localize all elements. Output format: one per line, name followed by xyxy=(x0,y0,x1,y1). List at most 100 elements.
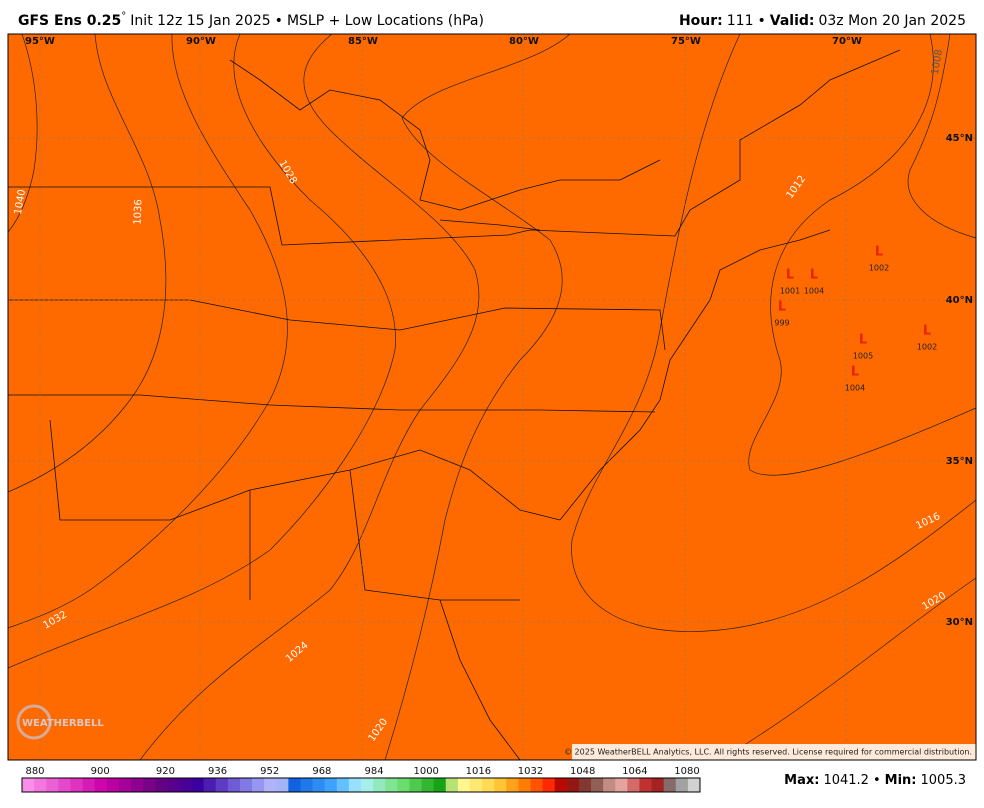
colorbar-tick-label: 920 xyxy=(156,766,175,777)
colorbar-tick-label: 900 xyxy=(91,766,110,777)
colorbar-swatch xyxy=(482,778,495,792)
degree: ° xyxy=(121,11,126,22)
contour-label: 1040 xyxy=(13,189,28,216)
max-label: Max: xyxy=(784,773,819,788)
colorbar-swatch xyxy=(445,778,459,792)
logo: WEATHERBELL xyxy=(22,718,104,729)
colorbar-swatch xyxy=(239,778,253,792)
separator: • xyxy=(873,773,881,788)
low-pressure: 999 xyxy=(774,319,789,328)
colorbar-swatch xyxy=(179,778,192,792)
colorbar-swatch xyxy=(603,778,616,792)
longitude-label: 85°W xyxy=(348,36,378,47)
min: 1005.3 xyxy=(921,773,967,788)
colorbar-tick-label: 1064 xyxy=(622,766,647,777)
colorbar-tick-label: 1016 xyxy=(466,766,491,777)
header: GFS Ens 0.25° Init 12z 15 Jan 2025 • MSLP +… xyxy=(18,11,966,29)
colorbar-swatch xyxy=(167,778,180,792)
field-1032-1036 xyxy=(8,34,288,629)
colorbar-swatch xyxy=(203,778,217,792)
lake-shore xyxy=(229,59,661,231)
longitude-label: 75°W xyxy=(671,36,701,47)
colorbar-swatch xyxy=(118,778,132,792)
colorbar-swatch xyxy=(82,778,96,792)
colorbar-swatch xyxy=(615,778,628,792)
contour-label: 1036 xyxy=(133,199,145,225)
colorbar-swatch xyxy=(143,778,156,792)
colorbar-swatch xyxy=(252,778,265,792)
separator: • xyxy=(757,13,765,29)
field-1008-1012 xyxy=(748,34,976,476)
border xyxy=(8,49,901,246)
borders xyxy=(8,49,901,760)
product: MSLP + Low Locations (hPa) xyxy=(287,13,484,29)
hour-label: Hour: xyxy=(679,13,723,29)
header-left: GFS Ens 0.25° Init 12z 15 Jan 2025 • MSLP +… xyxy=(18,11,484,29)
coastline xyxy=(439,229,831,760)
field-1012-1016 xyxy=(571,34,976,632)
valid: 03z Mon 20 Jan 2025 xyxy=(818,13,966,29)
colorbar: 880 900 920 936 952 968 984 1000 1016 1032 1048 106… xyxy=(21,766,701,793)
colorbar-swatch xyxy=(336,778,350,792)
colorbar-swatch xyxy=(469,778,483,792)
low-pressure: 1005 xyxy=(853,352,873,361)
field-1028-1032 xyxy=(8,34,396,669)
longitude-label: 70°W xyxy=(832,36,862,47)
colorbar-swatch xyxy=(494,778,507,792)
colorbar-swatch xyxy=(518,778,531,792)
longitude-label: 95°W xyxy=(25,36,55,47)
colorbar-swatch xyxy=(627,778,640,792)
colorbar-tick-label: 1080 xyxy=(674,766,699,777)
latitude-label: 40°N xyxy=(946,295,973,306)
field-1024-1028 xyxy=(8,34,480,760)
low-symbol: L xyxy=(875,245,883,260)
colorbar-swatch xyxy=(591,778,604,792)
copyright: © 2025 WeatherBELL Analytics, LLC. All r… xyxy=(564,748,972,757)
low-pressure: 1001 xyxy=(780,287,800,296)
colorbar-tick-label: 1000 xyxy=(413,766,438,777)
contour-label: 1008 xyxy=(930,49,945,76)
low-pressure: 1002 xyxy=(869,264,889,273)
field-1004-1008 xyxy=(907,34,976,239)
colorbar-swatch xyxy=(639,778,652,792)
colorbar-swatch xyxy=(409,778,422,792)
latitude-label: 30°N xyxy=(946,617,973,628)
colorbar-swatch xyxy=(58,778,71,792)
colorbar-swatch xyxy=(191,778,205,792)
colorbar-swatch xyxy=(22,778,35,792)
colorbar-swatch xyxy=(361,778,374,792)
colorbar-swatch xyxy=(276,778,289,792)
low-symbol: L xyxy=(778,300,786,315)
colorbar-swatch xyxy=(70,778,83,792)
low-symbol: L xyxy=(851,365,859,380)
longitude-label: 90°W xyxy=(186,36,216,47)
colorbar-swatch xyxy=(421,778,435,792)
field-1040 xyxy=(8,34,38,233)
colorbar-tick-label: 1032 xyxy=(518,766,543,777)
stats: Max: 1041.2 • Min: 1005.3 xyxy=(784,773,966,788)
colorbar-swatch xyxy=(155,778,168,792)
colorbar-swatch xyxy=(433,778,447,792)
colorbar-swatch xyxy=(397,778,410,792)
valid-label: Valid: xyxy=(770,13,815,29)
low-symbol: L xyxy=(786,268,794,283)
colorbar-swatch xyxy=(130,778,144,792)
colorbar-swatch xyxy=(46,778,59,792)
colorbar-swatch xyxy=(542,778,556,792)
field-1036-1040 xyxy=(8,34,167,493)
colorbar-swatch xyxy=(227,778,241,792)
colorbar-swatch xyxy=(373,778,386,792)
colorbar-swatch xyxy=(554,778,568,792)
header-right: Hour: 111 • Valid: 03z Mon 20 Jan 2025 xyxy=(679,13,966,29)
colorbar-tick-label: 1048 xyxy=(570,766,595,777)
colorbar-swatch xyxy=(506,778,519,792)
colorbar-swatch xyxy=(651,778,665,792)
border xyxy=(8,299,666,601)
colorbar-swatch xyxy=(300,778,313,792)
colorbar-swatch xyxy=(348,778,362,792)
colorbar-swatch xyxy=(530,778,544,792)
low-centers: L 1002 L 1001 L 1004 L 999 L 1005 L 1002 L 1004 xyxy=(774,245,937,393)
latitude-label: 45°N xyxy=(946,133,973,144)
